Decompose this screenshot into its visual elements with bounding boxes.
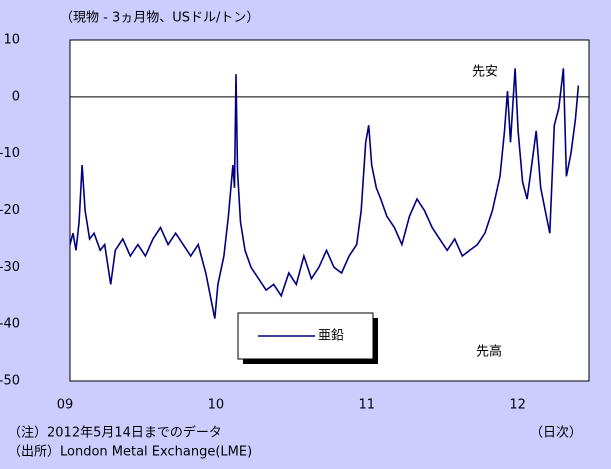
legend-label: 亜鉛 bbox=[318, 329, 344, 344]
y-tick-label: -50 bbox=[0, 374, 20, 389]
note: （日次） bbox=[530, 425, 582, 441]
y-tick-label: 10 bbox=[3, 33, 20, 48]
y-tick-label: -40 bbox=[0, 317, 20, 332]
x-tick-label: 09 bbox=[57, 398, 74, 413]
annotation: 先高 bbox=[476, 344, 502, 360]
x-tick-label: 12 bbox=[509, 398, 526, 413]
note: （出所）London Metal Exchange(LME) bbox=[8, 445, 252, 460]
y-tick-label: -20 bbox=[0, 203, 20, 218]
annotation: 先安 bbox=[472, 65, 498, 80]
y-tick-label: -30 bbox=[0, 260, 20, 275]
note: （注）2012年5月14日までのデータ bbox=[8, 425, 222, 441]
y-tick-label: 0 bbox=[12, 89, 20, 104]
y-tick-label: -10 bbox=[0, 146, 20, 161]
line bbox=[69, 68, 580, 319]
x-tick-label: 11 bbox=[358, 398, 375, 413]
chart-title: （現物 - 3ヵ月物、USドル/トン） bbox=[60, 11, 259, 26]
x-tick-label: 10 bbox=[208, 398, 225, 413]
